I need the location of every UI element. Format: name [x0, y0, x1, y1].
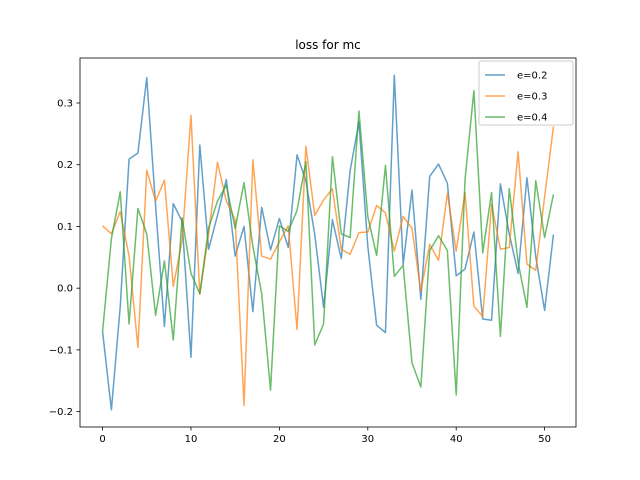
legend: e=0.2 e=0.3 e=0.4: [478, 60, 574, 126]
x-tick-label: 30: [361, 434, 374, 445]
y-tick-label: 0.1: [57, 222, 73, 233]
x-axis-ticks: 0 10 20 30 40 50: [99, 427, 551, 445]
series-line-1: [101, 74, 555, 411]
y-tick-label: 0.3: [57, 98, 73, 109]
legend-box: [478, 60, 574, 126]
y-tick-label: −0.2: [49, 407, 73, 418]
x-tick-label: 10: [185, 434, 198, 445]
x-tick-label: 0: [99, 434, 105, 445]
axes-frame: [79, 57, 577, 428]
y-tick-label: −0.1: [49, 345, 73, 356]
x-tick-label: 20: [273, 434, 286, 445]
y-tick-label: 0.0: [57, 284, 73, 295]
y-tick-label: 0.2: [57, 160, 73, 171]
legend-label-3: e=0.4: [517, 113, 547, 124]
legend-label-2: e=0.3: [517, 92, 547, 103]
x-tick-label: 40: [450, 434, 463, 445]
series-line-2: [102, 114, 555, 407]
series-line-3: [101, 89, 555, 396]
axes-border: [79, 57, 577, 428]
y-axis-ticks: −0.2 −0.1 0.0 0.1 0.2 0.3: [49, 98, 80, 418]
legend-label-1: e=0.2: [517, 71, 547, 82]
plot-area: [101, 74, 555, 411]
x-tick-label: 50: [538, 434, 551, 445]
chart-title: loss for mc: [295, 38, 361, 52]
